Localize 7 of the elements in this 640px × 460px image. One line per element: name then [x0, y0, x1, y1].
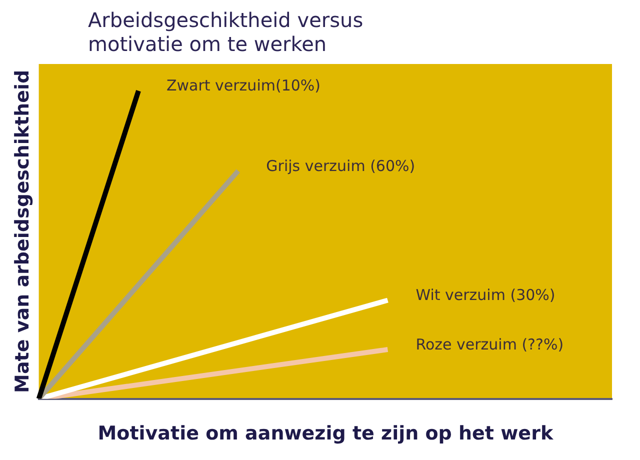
chart-title: Arbeidsgeschiktheid versus motivatie om te werken [87, 8, 364, 58]
series-label: Grijs verzuim (60%) [266, 156, 416, 175]
y-axis-title: Mate van arbeidsgeschiktheid [11, 70, 34, 393]
x-axis-title: Motivatie om aanwezig te zijn op het werk [98, 422, 554, 445]
series-label: Zwart verzuim(10%) [166, 76, 321, 95]
series-label: Roze verzuim (??%) [416, 335, 564, 354]
series-label: Wit verzuim (30%) [416, 286, 556, 304]
